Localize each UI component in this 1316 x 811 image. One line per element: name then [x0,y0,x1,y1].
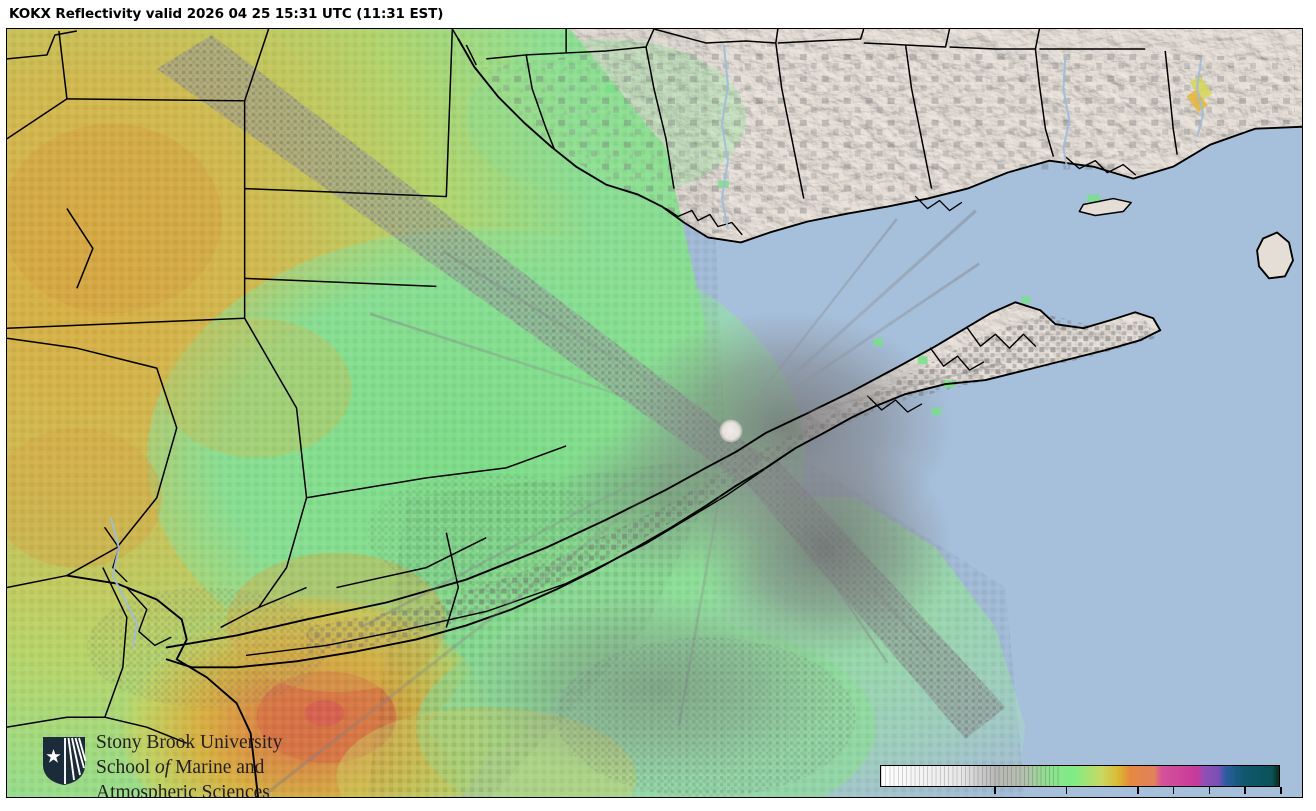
border-ct-ny-state [451,29,499,98]
clutter-blob-near-radar-sw [556,417,776,578]
radial-spike-6 [257,429,732,797]
border-ct-county-v1 [525,54,555,149]
radial-spike-9 [442,250,732,433]
border-ct-county-v3 [775,42,805,199]
rivers-layer [109,44,1205,648]
colorbar-label-50: 50 [1162,795,1183,797]
border-li-county-2 [445,532,460,628]
coastline-new-jersey [65,574,259,797]
radial-spike-5 [729,430,889,664]
clutter-diagonal-band-nw-texture [156,34,766,483]
radial-spike-4 [729,430,933,655]
radial-spike-1 [729,209,977,433]
border-north-5 [863,29,951,48]
clutter-northern-mainland [476,42,1296,235]
reflectivity-colorbar[interactable]: 0 20 40 50 60 70 80 [880,765,1291,797]
border-north-1 [486,29,567,60]
radar-map-frame[interactable]: Stony Brook University School of Marine … [6,28,1303,798]
clutter-texture-south [556,637,856,797]
ground-clutter-layer [86,34,1296,797]
title-bar: KOKX Reflectivity valid 2026 04 25 15:31… [0,0,1316,28]
river-pawcatuck [1196,58,1205,137]
colorbar-label-0: 0 [989,795,1000,797]
clutter-texture-southwest [86,587,327,708]
political-borders [7,29,1178,744]
colorbar-gradient [881,766,1279,786]
colorbar-bar[interactable] [880,765,1280,787]
border-ri-county-v [1164,50,1178,155]
radial-spike-11 [730,362,1003,433]
coastline-long-island-north [165,301,1162,649]
border-nw-6 [244,277,437,288]
border-north-2 [566,29,655,54]
river-hudson [109,517,138,648]
colorbar-tick-20 [1065,787,1068,794]
border-ct-county-v2 [645,46,675,189]
border-north-4 [777,29,865,44]
colorbar-tick-60 [1208,787,1211,794]
clutter-texture-mid [366,472,607,593]
border-ct-county-v5 [1034,48,1055,157]
radial-spike-8 [369,312,732,433]
coastline-peconic-bay [929,347,985,371]
coastline-block-island [1256,231,1294,280]
river-connecticut [720,44,729,229]
colorbar-tick-80 [1280,787,1282,794]
border-nw-1 [7,30,78,60]
coastline-long-island-south [165,329,1162,669]
colorbar-tick-50 [1172,787,1175,794]
border-ct-short [465,44,477,66]
land-block-island [1257,232,1294,279]
border-nj-county-2 [7,716,188,744]
colorbar-tick-0 [994,787,996,794]
border-nw-10 [7,574,68,589]
coastline-ct-east-bays [1064,155,1136,176]
colorbar-ticks [880,787,1282,795]
colorbar-label-40: 40 [1127,795,1148,797]
radial-artifact-layer [257,209,1003,797]
border-nw-4 [243,29,270,102]
border-li-county-1 [336,537,487,589]
coastline-outlines [65,38,1302,797]
colorbar-label-20: 20 [1055,795,1076,797]
border-north-6 [949,29,1041,50]
coastline-ct-mid-bays [914,195,963,212]
border-li-county-3 [220,586,307,629]
colorbar-label-80: 80 [1270,795,1291,797]
coastline-ct-bays [665,207,743,236]
coastline-barrier-beach-inner [245,447,797,657]
border-nw-7 [7,337,178,577]
radial-spike-10 [677,430,733,726]
border-nw-3 [7,98,246,329]
coastline-li-north-fork [966,327,1037,349]
border-ny-li [306,445,567,499]
colorbar-tick-labels: 0 20 40 50 60 70 80 [880,795,1290,797]
border-nj-county [102,567,128,718]
border-north-3 [653,29,779,44]
border-nw-5 [244,29,454,198]
colorbar-low-end-striping [881,766,1061,786]
colorbar-tick-40 [1137,787,1139,794]
radial-spike-7 [360,429,732,629]
radar-map-canvas[interactable] [7,29,1302,797]
colorbar-tick-70 [1244,787,1246,794]
coastline-great-south-bay-east [867,395,923,413]
colorbar-label-70: 70 [1234,795,1255,797]
coastline-connecticut [457,38,1302,244]
colorbar-label-60: 60 [1198,795,1219,797]
page-title: KOKX Reflectivity valid 2026 04 25 15:31… [9,6,444,22]
radial-spike-3 [729,218,898,432]
coastline-raritan-bay [126,586,172,647]
river-thames [1062,56,1071,169]
border-ct-county-v4 [904,44,933,189]
radial-spike-2 [730,262,980,433]
coastline-fishers-island [1078,197,1133,217]
border-nw-8 [66,208,94,289]
